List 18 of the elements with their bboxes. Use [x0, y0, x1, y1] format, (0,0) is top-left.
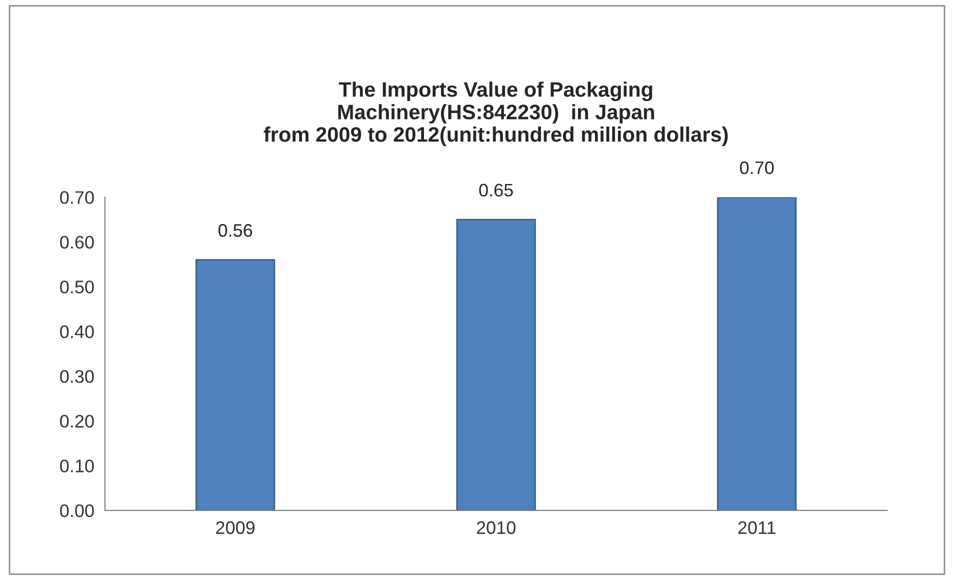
bar: [717, 197, 797, 510]
y-tick-label: 0.30: [60, 370, 94, 383]
data-label: 0.70: [740, 161, 774, 174]
data-label: 0.65: [479, 184, 513, 197]
x-tick-label: 2010: [476, 521, 516, 534]
y-tick-label: 0.60: [60, 236, 94, 249]
y-tick-label: 0.20: [60, 414, 94, 428]
x-tick-label: 2009: [216, 521, 255, 534]
data-label: 0.56: [218, 224, 252, 237]
y-tick-label: 0.70: [60, 191, 94, 204]
bar: [456, 218, 536, 510]
y-tick-label: 0.50: [60, 280, 94, 294]
y-tick-label: 0.00: [60, 504, 94, 518]
chart-title: The Imports Value of Packaging Machinery(HS:842230) in Japan from 2009 to 2012(unit:hundred million dollars): [264, 82, 728, 146]
y-tick-label: 0.10: [60, 460, 94, 472]
bar: [196, 259, 276, 510]
y-tick-label: 0.40: [60, 325, 94, 338]
x-tick-label: 2011: [738, 521, 776, 534]
